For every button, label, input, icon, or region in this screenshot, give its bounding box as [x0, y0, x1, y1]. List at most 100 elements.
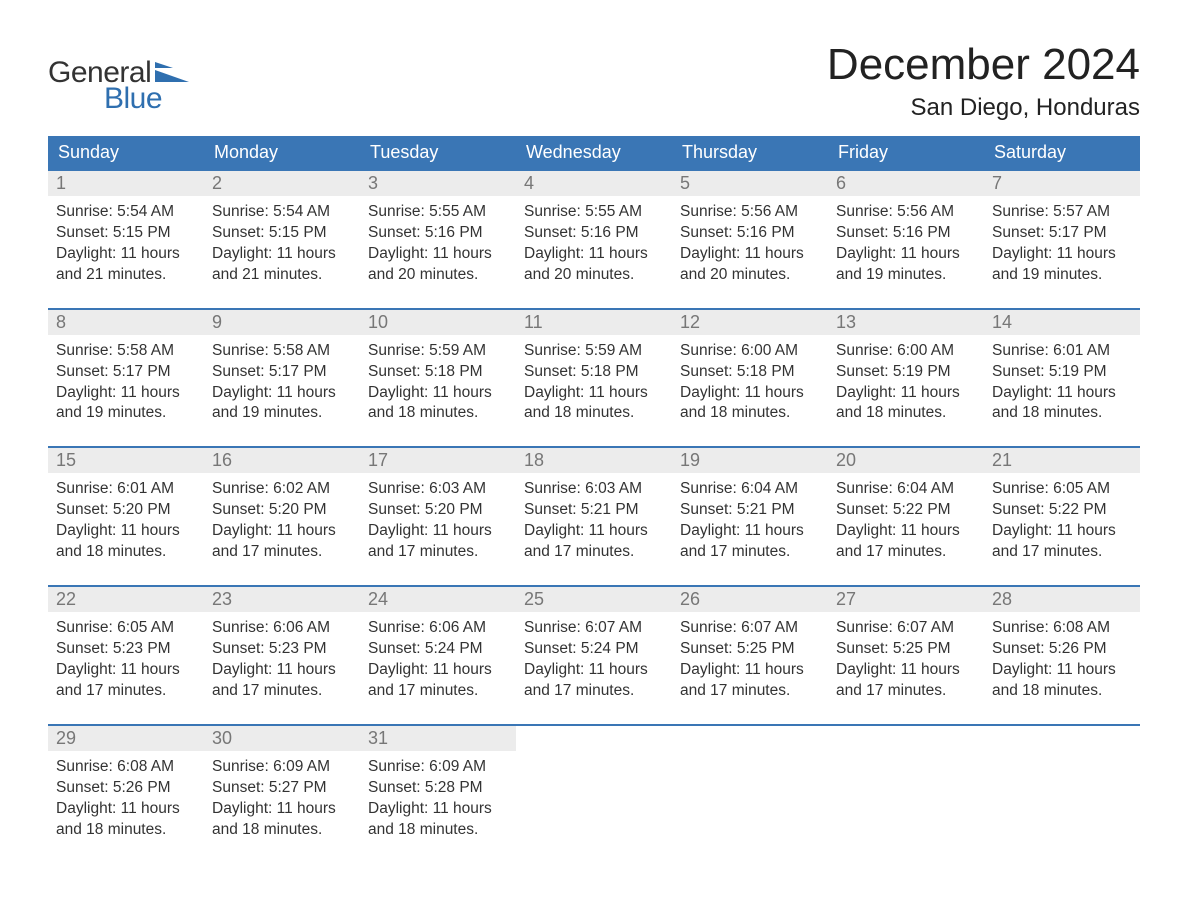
day-cell: 21Sunrise: 6:05 AMSunset: 5:22 PMDayligh… — [984, 447, 1140, 586]
day-cell: 20Sunrise: 6:04 AMSunset: 5:22 PMDayligh… — [828, 447, 984, 586]
day-cell — [672, 725, 828, 863]
sunset-line: Sunset: 5:17 PM — [212, 362, 352, 383]
sunset-line: Sunset: 5:28 PM — [368, 778, 508, 799]
sunset-line: Sunset: 5:18 PM — [524, 362, 664, 383]
sunset-line: Sunset: 5:23 PM — [56, 639, 196, 660]
sunrise-line: Sunrise: 6:08 AM — [56, 757, 196, 778]
day-cell: 9Sunrise: 5:58 AMSunset: 5:17 PMDaylight… — [204, 309, 360, 448]
sunset-line: Sunset: 5:16 PM — [836, 223, 976, 244]
sunrise-line: Sunrise: 5:57 AM — [992, 202, 1132, 223]
day-cell: 27Sunrise: 6:07 AMSunset: 5:25 PMDayligh… — [828, 586, 984, 725]
day-cell: 11Sunrise: 5:59 AMSunset: 5:18 PMDayligh… — [516, 309, 672, 448]
day-number: 2 — [204, 171, 360, 196]
sunrise-line: Sunrise: 6:01 AM — [992, 341, 1132, 362]
daylight-line: Daylight: 11 hours and 17 minutes. — [368, 521, 508, 563]
day-details: Sunrise: 6:03 AMSunset: 5:20 PMDaylight:… — [360, 473, 516, 585]
daylight-line: Daylight: 11 hours and 18 minutes. — [56, 799, 196, 841]
daylight-line: Daylight: 11 hours and 20 minutes. — [680, 244, 820, 286]
sunset-line: Sunset: 5:15 PM — [56, 223, 196, 244]
day-number: 8 — [48, 310, 204, 335]
day-cell — [984, 725, 1140, 863]
empty-day-body — [516, 751, 672, 831]
day-details: Sunrise: 5:59 AMSunset: 5:18 PMDaylight:… — [360, 335, 516, 447]
day-cell — [828, 725, 984, 863]
day-number: 25 — [516, 587, 672, 612]
day-cell: 16Sunrise: 6:02 AMSunset: 5:20 PMDayligh… — [204, 447, 360, 586]
day-number: 12 — [672, 310, 828, 335]
day-number: 5 — [672, 171, 828, 196]
day-details: Sunrise: 6:03 AMSunset: 5:21 PMDaylight:… — [516, 473, 672, 585]
daylight-line: Daylight: 11 hours and 21 minutes. — [56, 244, 196, 286]
sunrise-line: Sunrise: 5:58 AM — [212, 341, 352, 362]
day-number: 16 — [204, 448, 360, 473]
sunset-line: Sunset: 5:25 PM — [680, 639, 820, 660]
day-details: Sunrise: 6:06 AMSunset: 5:23 PMDaylight:… — [204, 612, 360, 724]
day-details: Sunrise: 6:00 AMSunset: 5:19 PMDaylight:… — [828, 335, 984, 447]
sunset-line: Sunset: 5:24 PM — [524, 639, 664, 660]
day-cell: 7Sunrise: 5:57 AMSunset: 5:17 PMDaylight… — [984, 170, 1140, 309]
day-number: 7 — [984, 171, 1140, 196]
sunrise-line: Sunrise: 5:59 AM — [524, 341, 664, 362]
weekday-header: Thursday — [672, 136, 828, 170]
sunrise-line: Sunrise: 6:06 AM — [368, 618, 508, 639]
day-number: 9 — [204, 310, 360, 335]
sunset-line: Sunset: 5:19 PM — [836, 362, 976, 383]
day-number: 22 — [48, 587, 204, 612]
daylight-line: Daylight: 11 hours and 17 minutes. — [524, 660, 664, 702]
calendar-head: Sunday Monday Tuesday Wednesday Thursday… — [48, 136, 1140, 170]
sunrise-line: Sunrise: 6:07 AM — [836, 618, 976, 639]
weekday-header: Sunday — [48, 136, 204, 170]
daylight-line: Daylight: 11 hours and 17 minutes. — [212, 521, 352, 563]
weekday-header: Monday — [204, 136, 360, 170]
day-details: Sunrise: 5:55 AMSunset: 5:16 PMDaylight:… — [360, 196, 516, 308]
day-number: 20 — [828, 448, 984, 473]
sunrise-line: Sunrise: 5:55 AM — [368, 202, 508, 223]
daylight-line: Daylight: 11 hours and 17 minutes. — [992, 521, 1132, 563]
day-number: 28 — [984, 587, 1140, 612]
daylight-line: Daylight: 11 hours and 20 minutes. — [524, 244, 664, 286]
day-details: Sunrise: 6:07 AMSunset: 5:24 PMDaylight:… — [516, 612, 672, 724]
day-details: Sunrise: 6:01 AMSunset: 5:19 PMDaylight:… — [984, 335, 1140, 447]
week-row: 15 Sunrise: 6:01 AMSunset: 5:20 PM Dayligh… — [48, 447, 1140, 586]
empty-day-body — [984, 751, 1140, 831]
page-title: December 2024 — [827, 40, 1140, 90]
sunrise-line: Sunrise: 5:56 AM — [680, 202, 820, 223]
sunset-line: Sunset: 5:16 PM — [524, 223, 664, 244]
day-cell: 18Sunrise: 6:03 AMSunset: 5:21 PMDayligh… — [516, 447, 672, 586]
sunrise-line: Sunrise: 6:01 AM — [56, 479, 196, 500]
sunset-line: Sunset: 5:20 PM — [56, 500, 196, 521]
sunset-line: Sunset: 5:16 PM — [368, 223, 508, 244]
day-details: Sunrise: 5:56 AMSunset: 5:16 PMDaylight:… — [828, 196, 984, 308]
day-cell: 4Sunrise: 5:55 AMSunset: 5:16 PMDaylight… — [516, 170, 672, 309]
day-cell: 31Sunrise: 6:09 AMSunset: 5:28 PMDayligh… — [360, 725, 516, 863]
day-details: Sunrise: 6:06 AMSunset: 5:24 PMDaylight:… — [360, 612, 516, 724]
day-number: 6 — [828, 171, 984, 196]
empty-day-header — [516, 726, 672, 751]
day-details: Sunrise: 6:00 AMSunset: 5:18 PMDaylight:… — [672, 335, 828, 447]
day-number: 15 — [48, 448, 204, 473]
day-details: Sunrise: 6:04 AMSunset: 5:22 PMDaylight:… — [828, 473, 984, 585]
day-details: Sunrise: 5:55 AMSunset: 5:16 PMDaylight:… — [516, 196, 672, 308]
sunrise-line: Sunrise: 5:56 AM — [836, 202, 976, 223]
day-cell: 3Sunrise: 5:55 AMSunset: 5:16 PMDaylight… — [360, 170, 516, 309]
sunset-line: Sunset: 5:17 PM — [56, 362, 196, 383]
daylight-line: Daylight: 11 hours and 17 minutes. — [524, 521, 664, 563]
day-cell: 30Sunrise: 6:09 AMSunset: 5:27 PMDayligh… — [204, 725, 360, 863]
daylight-line: Daylight: 11 hours and 17 minutes. — [212, 660, 352, 702]
day-cell: 10Sunrise: 5:59 AMSunset: 5:18 PMDayligh… — [360, 309, 516, 448]
day-cell: 26Sunrise: 6:07 AMSunset: 5:25 PMDayligh… — [672, 586, 828, 725]
day-details: Sunrise: 6:05 AMSunset: 5:23 PMDaylight:… — [48, 612, 204, 724]
sunset-line: Sunset: 5:25 PM — [836, 639, 976, 660]
sunrise-line: Sunrise: 6:06 AM — [212, 618, 352, 639]
day-details: Sunrise: 6:09 AMSunset: 5:27 PMDaylight:… — [204, 751, 360, 863]
sunset-line: Sunset: 5:16 PM — [680, 223, 820, 244]
day-details: Sunrise: 5:58 AMSunset: 5:17 PMDaylight:… — [204, 335, 360, 447]
day-details: Sunrise: 5:57 AMSunset: 5:17 PMDaylight:… — [984, 196, 1140, 308]
day-details: Sunrise: 5:54 AMSunset: 5:15 PMDaylight:… — [204, 196, 360, 308]
day-number: 10 — [360, 310, 516, 335]
sunrise-line: Sunrise: 5:59 AM — [368, 341, 508, 362]
sunrise-line: Sunrise: 6:03 AM — [524, 479, 664, 500]
daylight-line: Daylight: 11 hours and 18 minutes. — [524, 383, 664, 425]
day-number: 27 — [828, 587, 984, 612]
calendar-body: 1Sunrise: 5:54 AMSunset: 5:15 PMDaylight… — [48, 170, 1140, 862]
